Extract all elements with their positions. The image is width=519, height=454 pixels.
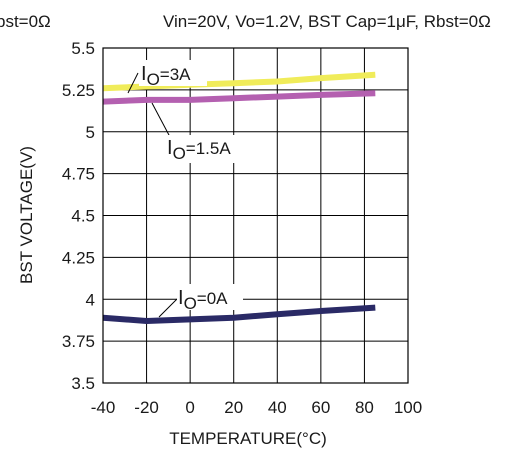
label-io15a: IO=1.5A	[167, 137, 231, 163]
label-io15a-rest: =1.5A	[186, 139, 232, 158]
label-io0a-rest: =0A	[197, 289, 228, 308]
x-tick-label: 60	[311, 398, 330, 417]
x-tick-label: 40	[268, 398, 287, 417]
x-tick-labels: -40 -20 0 20 40 60 80 100	[91, 398, 422, 417]
y-tick-label: 3.5	[71, 374, 95, 393]
x-axis-title: TEMPERATURE(°C)	[169, 429, 327, 448]
label-bg-io3a	[139, 60, 207, 86]
series-layer	[102, 71, 376, 324]
y-tick-label: 4.75	[62, 165, 95, 184]
x-tick-label: 100	[394, 398, 422, 417]
label-io0a: IO=0A	[178, 287, 228, 313]
conditions-text: Vin=20V, Vo=1.2V, BST Cap=1μF, Rbst=0Ω	[163, 12, 491, 31]
label-bg-io15a	[166, 135, 248, 163]
label-io0a-sub: O	[184, 294, 197, 313]
grid	[103, 48, 408, 383]
series-line-1	[102, 90, 376, 105]
y-axis-title: BST VOLTAGE(V)	[17, 146, 36, 284]
label-io3a-main: I	[141, 63, 147, 85]
x-tick-label: 80	[355, 398, 374, 417]
leader-io0a	[158, 298, 178, 318]
label-io3a-sub: O	[147, 70, 160, 89]
conditions-fragment: bst=0Ω	[0, 12, 51, 31]
series-line-0	[102, 71, 376, 92]
y-tick-label: 5.5	[71, 39, 95, 58]
label-io3a-rest: =3A	[160, 65, 191, 84]
series-line-2	[102, 304, 376, 324]
x-tick-label: -40	[91, 398, 116, 417]
label-io15a-main: I	[167, 137, 173, 159]
y-tick-label: 3.75	[62, 332, 95, 351]
y-tick-label: 5.25	[62, 81, 95, 100]
y-tick-label: 5	[86, 123, 95, 142]
x-tick-label: 20	[224, 398, 243, 417]
plot-frame	[102, 47, 409, 384]
x-tick-label: -20	[134, 398, 159, 417]
leader-io15a	[151, 102, 171, 138]
label-io0a-main: I	[178, 287, 184, 309]
label-bg-io0a	[177, 284, 243, 310]
label-io15a-sub: O	[173, 144, 186, 163]
y-tick-label: 4	[86, 290, 95, 309]
leader-io3a	[127, 72, 139, 94]
label-io3a: IO=3A	[141, 63, 191, 89]
y-tick-label: 4.25	[62, 248, 95, 267]
y-tick-labels: 5.5 5.25 5 4.75 4.5 4.25 4 3.75 3.5	[62, 39, 95, 393]
y-tick-label: 4.5	[71, 207, 95, 226]
x-tick-label: 0	[185, 398, 194, 417]
